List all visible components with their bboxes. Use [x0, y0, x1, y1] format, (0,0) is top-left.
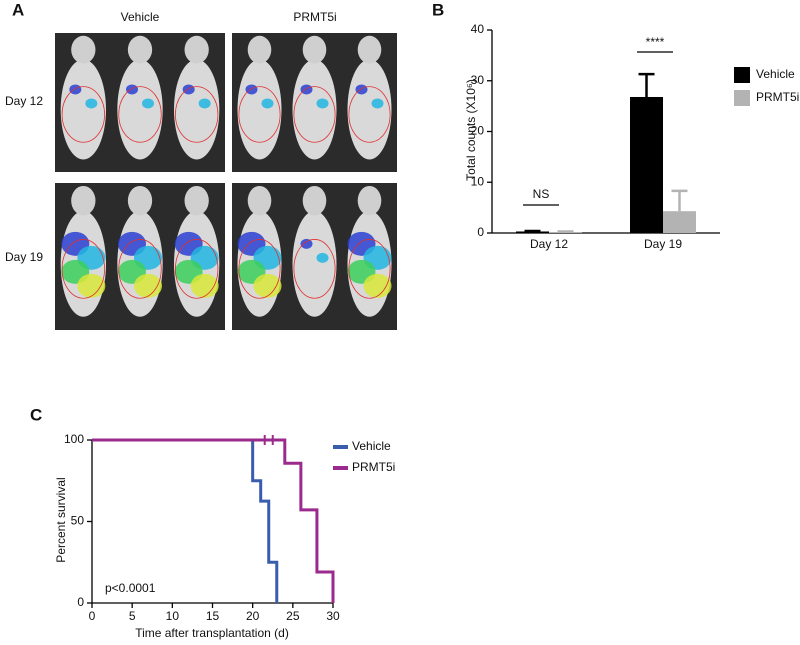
legend-swatch: [734, 90, 750, 106]
signal: [69, 84, 82, 95]
mouse-head: [184, 185, 209, 216]
error-bar: [671, 189, 688, 212]
y-axis-label: Percent survival: [54, 477, 68, 562]
y-tick-label: 20: [471, 124, 485, 138]
mouse-head: [127, 35, 153, 64]
x-tick-label: 25: [286, 609, 300, 623]
panel-label: B: [432, 0, 444, 19]
roi: [118, 239, 162, 299]
signal: [355, 84, 368, 95]
roi: [238, 239, 281, 299]
signal: [142, 98, 154, 109]
signal: [371, 98, 384, 109]
y-tick-label: 30: [471, 73, 485, 87]
mouse: [347, 59, 392, 160]
y-tick-label: 10: [471, 174, 485, 188]
legend-label: PRMT5i: [756, 90, 799, 104]
roi: [61, 239, 105, 299]
signal: [198, 98, 211, 109]
mouse-head: [302, 35, 327, 64]
mouse-head: [357, 35, 382, 64]
signal: [134, 273, 162, 298]
significance-label: ****: [646, 35, 665, 49]
survival-curve: [92, 438, 279, 603]
y-tick-label: 100: [64, 432, 84, 446]
signal: [300, 238, 313, 249]
error-bar: [524, 229, 541, 233]
mouse: [292, 59, 337, 160]
roi: [348, 239, 391, 299]
column-label: Vehicle: [121, 10, 160, 24]
x-tick-label: 10: [166, 609, 180, 623]
legend-label: Vehicle: [352, 439, 391, 453]
signal: [316, 252, 329, 263]
mouse-head: [357, 185, 382, 216]
y-axis-label: Total counts (X10⁶): [464, 79, 478, 181]
roi: [293, 86, 336, 143]
mouse: [60, 59, 106, 160]
error-bar: [557, 230, 574, 233]
signal: [300, 84, 313, 95]
roi: [175, 239, 219, 299]
mouse-head: [184, 35, 209, 64]
signal: [190, 273, 219, 298]
legend-swatch: [734, 67, 750, 83]
roi: [293, 239, 336, 299]
x-axis-label: Time after transplantation (d): [135, 626, 289, 640]
x-tick-label: 30: [326, 609, 340, 623]
column-label: PRMT5i: [293, 10, 336, 24]
bar: [516, 231, 549, 233]
legend-label: Vehicle: [756, 67, 795, 81]
roi: [348, 86, 391, 143]
y-tick-label: 50: [71, 514, 85, 528]
bar: [663, 211, 696, 233]
mouse: [117, 59, 163, 160]
bar: [630, 96, 663, 234]
roi: [61, 86, 105, 143]
mouse-head: [247, 35, 272, 64]
mouse: [237, 59, 282, 160]
roi: [238, 86, 281, 143]
p-value: p<0.0001: [105, 581, 156, 595]
signal: [77, 273, 106, 298]
panel-label: C: [30, 405, 42, 424]
y-tick-label: 0: [477, 225, 484, 239]
mouse-head: [302, 185, 327, 216]
x-tick-label: 5: [129, 609, 136, 623]
mouse: [292, 210, 337, 317]
mouse: [174, 59, 220, 160]
x-tick-label: 20: [246, 609, 260, 623]
mouse-head: [71, 185, 96, 216]
signal: [316, 98, 329, 109]
x-tick-label: 15: [206, 609, 220, 623]
signal: [245, 84, 258, 95]
mouse-head: [71, 35, 96, 64]
significance-label: NS: [533, 187, 550, 201]
y-tick-label: 0: [77, 595, 84, 609]
signal: [126, 84, 138, 95]
error-bar: [638, 72, 655, 97]
panel-label: A: [12, 0, 24, 19]
survival-curve: [92, 438, 335, 603]
signal: [182, 84, 195, 95]
signal: [261, 98, 274, 109]
legend-label: PRMT5i: [352, 460, 395, 474]
roi: [175, 86, 219, 143]
x-tick-label: Day 12: [530, 237, 568, 251]
x-tick-label: Day 19: [644, 237, 682, 251]
x-tick-label: 0: [89, 609, 96, 623]
row-label: Day 12: [5, 94, 43, 108]
y-tick-label: 40: [471, 22, 485, 36]
mouse-head: [127, 185, 153, 216]
signal: [85, 98, 98, 109]
mouse-head: [247, 185, 272, 216]
roi: [118, 86, 162, 143]
row-label: Day 19: [5, 250, 43, 264]
signal: [363, 273, 392, 298]
signal: [253, 273, 282, 298]
